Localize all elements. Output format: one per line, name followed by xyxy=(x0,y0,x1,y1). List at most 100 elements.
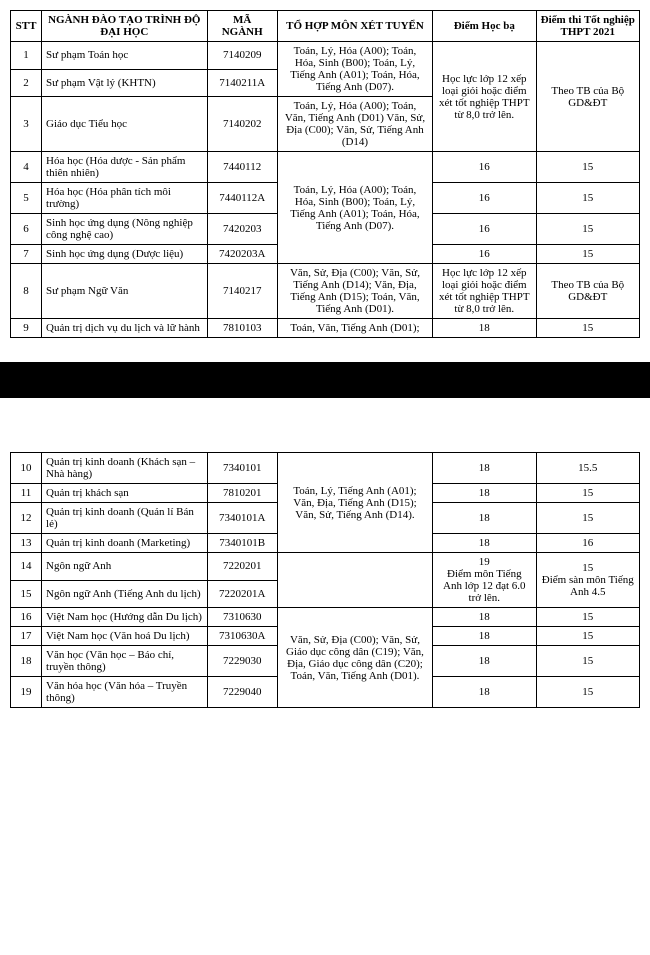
cell-stt: 13 xyxy=(11,534,42,553)
cell-stt: 17 xyxy=(11,627,42,646)
cell-name: Sư phạm Ngữ Văn xyxy=(42,264,208,319)
cell-name: Văn hóa học (Văn hóa – Truyền thông) xyxy=(42,677,208,708)
cell-code: 7440112 xyxy=(207,152,277,183)
cell-stt: 10 xyxy=(11,453,42,484)
cell-combo: Văn, Sử, Địa (C00); Văn, Sử, Tiếng Anh (… xyxy=(277,264,432,319)
cell-code: 7340101A xyxy=(207,503,277,534)
cell-name: Sinh học ứng dụng (Nông nghiệp công nghệ… xyxy=(42,214,208,245)
cell-name: Quản trị kinh doanh (Khách sạn – Nhà hàn… xyxy=(42,453,208,484)
cell-hocba: Học lực lớp 12 xếp loại giỏi hoặc điểm x… xyxy=(433,264,536,319)
hocba-value: 19 xyxy=(479,556,490,568)
cell-code: 7140217 xyxy=(207,264,277,319)
cell-hocba: 18 xyxy=(433,608,536,627)
cell-code: 7420203 xyxy=(207,214,277,245)
cell-thpt: 16 xyxy=(536,534,639,553)
cell-thpt: 15 xyxy=(536,183,639,214)
cell-thpt: 15.5 xyxy=(536,453,639,484)
col-hocba: Điểm Học bạ xyxy=(433,11,536,42)
cell-hocba: 18 xyxy=(433,319,536,338)
cell-name: Quản trị kinh doanh (Quản lí Bán lẻ) xyxy=(42,503,208,534)
cell-combo xyxy=(277,553,432,608)
cell-name: Quản trị kinh doanh (Marketing) xyxy=(42,534,208,553)
cell-stt: 12 xyxy=(11,503,42,534)
cell-combo: Văn, Sử, Địa (C00); Văn, Sử, Giáo dục cô… xyxy=(277,608,432,708)
cell-hocba: 18 xyxy=(433,677,536,708)
cell-code: 7220201A xyxy=(207,580,277,608)
cell-combo: Toán, Lý, Hóa (A00); Toán, Hóa, Sinh (B0… xyxy=(277,42,432,97)
cell-name: Hóa học (Hóa phân tích môi trường) xyxy=(42,183,208,214)
cell-name: Sư phạm Vật lý (KHTN) xyxy=(42,69,208,97)
cell-thpt: 15 xyxy=(536,646,639,677)
cell-name: Việt Nam học (Văn hoá Du lịch) xyxy=(42,627,208,646)
cell-combo: Toán, Lý, Hóa (A00); Toán, Hóa, Sinh (B0… xyxy=(277,152,432,264)
cell-thpt: 15 xyxy=(536,214,639,245)
cell-hocba: 16 xyxy=(433,214,536,245)
cell-combo: Toán, Lý, Hóa (A00); Toán, Văn, Tiếng An… xyxy=(277,97,432,152)
cell-name: Việt Nam học (Hướng dẫn Du lịch) xyxy=(42,608,208,627)
cell-thpt: 15 xyxy=(536,152,639,183)
cell-hocba: 18 xyxy=(433,453,536,484)
cell-name: Giáo dục Tiểu học xyxy=(42,97,208,152)
cell-thpt: Theo TB của Bộ GD&ĐT xyxy=(536,42,639,152)
cell-stt: 14 xyxy=(11,553,42,581)
cell-stt: 5 xyxy=(11,183,42,214)
table-row: 10 Quản trị kinh doanh (Khách sạn – Nhà … xyxy=(11,453,640,484)
cell-code: 7310630A xyxy=(207,627,277,646)
thpt-value: 15 xyxy=(582,562,593,574)
cell-stt: 4 xyxy=(11,152,42,183)
cell-name: Ngôn ngữ Anh xyxy=(42,553,208,581)
cell-name: Hóa học (Hóa dược - Sản phẩm thiên nhiên… xyxy=(42,152,208,183)
cell-stt: 8 xyxy=(11,264,42,319)
col-thpt: Điểm thi Tốt nghiệp THPT 2021 xyxy=(536,11,639,42)
cell-stt: 18 xyxy=(11,646,42,677)
cell-code: 7310630 xyxy=(207,608,277,627)
col-code: MÃ NGÀNH xyxy=(207,11,277,42)
cell-code: 7140209 xyxy=(207,42,277,70)
hocba-note: Điểm môn Tiếng Anh lớp 12 đạt 6.0 trở lê… xyxy=(443,568,526,604)
cell-code: 7340101 xyxy=(207,453,277,484)
page-separator xyxy=(0,362,650,398)
cell-thpt: Theo TB của Bộ GD&ĐT xyxy=(536,264,639,319)
thpt-note: Điểm sàn môn Tiếng Anh 4.5 xyxy=(542,574,634,598)
cell-thpt: 15 Điểm sàn môn Tiếng Anh 4.5 xyxy=(536,553,639,608)
cell-thpt: 15 xyxy=(536,503,639,534)
admissions-table-1: STT NGÀNH ĐÀO TẠO TRÌNH ĐỘ ĐẠI HỌC MÃ NG… xyxy=(10,10,640,338)
cell-code: 7440112A xyxy=(207,183,277,214)
cell-hocba: 16 xyxy=(433,245,536,264)
cell-name: Quản trị khách sạn xyxy=(42,484,208,503)
cell-hocba: 18 xyxy=(433,534,536,553)
cell-thpt: 15 xyxy=(536,608,639,627)
cell-thpt: 15 xyxy=(536,245,639,264)
cell-hocba: 18 xyxy=(433,627,536,646)
table-row: 4 Hóa học (Hóa dược - Sản phẩm thiên nhi… xyxy=(11,152,640,183)
col-name: NGÀNH ĐÀO TẠO TRÌNH ĐỘ ĐẠI HỌC xyxy=(42,11,208,42)
cell-hocba: 18 xyxy=(433,484,536,503)
cell-hocba: 19 Điểm môn Tiếng Anh lớp 12 đạt 6.0 trở… xyxy=(433,553,536,608)
cell-name: Ngôn ngữ Anh (Tiếng Anh du lịch) xyxy=(42,580,208,608)
cell-name: Văn học (Văn học – Báo chí, truyền thông… xyxy=(42,646,208,677)
cell-code: 7340101B xyxy=(207,534,277,553)
cell-stt: 2 xyxy=(11,69,42,97)
cell-thpt: 15 xyxy=(536,677,639,708)
cell-hocba: 18 xyxy=(433,646,536,677)
cell-hocba: 18 xyxy=(433,503,536,534)
cell-hocba: 16 xyxy=(433,152,536,183)
cell-code: 7420203A xyxy=(207,245,277,264)
cell-stt: 9 xyxy=(11,319,42,338)
cell-name: Quản trị dịch vụ du lịch và lữ hành xyxy=(42,319,208,338)
cell-hocba: Học lực lớp 12 xếp loại giỏi hoặc điểm x… xyxy=(433,42,536,152)
cell-name: Sinh học ứng dụng (Dược liệu) xyxy=(42,245,208,264)
cell-stt: 19 xyxy=(11,677,42,708)
cell-combo: Toán, Lý, Tiếng Anh (A01); Văn, Địa, Tiế… xyxy=(277,453,432,553)
table-row: 16 Việt Nam học (Hướng dẫn Du lịch) 7310… xyxy=(11,608,640,627)
header-row: STT NGÀNH ĐÀO TẠO TRÌNH ĐỘ ĐẠI HỌC MÃ NG… xyxy=(11,11,640,42)
cell-stt: 15 xyxy=(11,580,42,608)
cell-thpt: 15 xyxy=(536,319,639,338)
cell-stt: 7 xyxy=(11,245,42,264)
cell-code: 7140211A xyxy=(207,69,277,97)
cell-name: Sư phạm Toán học xyxy=(42,42,208,70)
cell-hocba: 16 xyxy=(433,183,536,214)
cell-combo: Toán, Văn, Tiếng Anh (D01); xyxy=(277,319,432,338)
cell-stt: 11 xyxy=(11,484,42,503)
cell-code: 7220201 xyxy=(207,553,277,581)
